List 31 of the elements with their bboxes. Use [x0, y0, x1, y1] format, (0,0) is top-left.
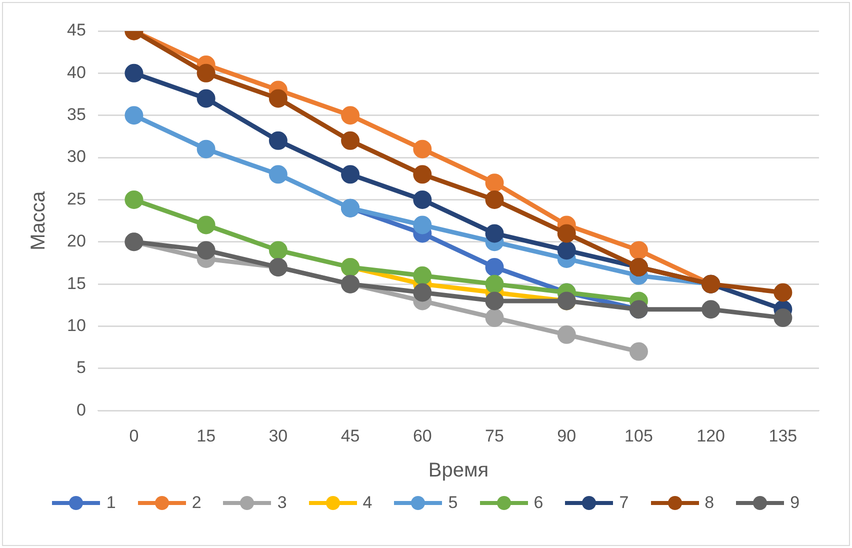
- x-tick-label: 0: [129, 426, 139, 446]
- x-tick-label: 15: [196, 426, 216, 446]
- legend-label: 2: [192, 493, 202, 513]
- y-tick-label: 25: [66, 189, 86, 208]
- x-tick-label: 105: [624, 426, 653, 446]
- y-tick-label: 35: [66, 105, 86, 124]
- y-axis-title: Масса: [28, 190, 50, 250]
- x-tick-label: 45: [340, 426, 360, 446]
- y-tick-label: 45: [66, 20, 86, 40]
- y-tick-label: 20: [66, 232, 86, 251]
- x-tick-label: 90: [557, 426, 576, 446]
- legend-label: 8: [704, 493, 714, 513]
- y-tick-label: 5: [76, 358, 86, 378]
- legend-label: 3: [277, 493, 287, 513]
- x-tick-label: 60: [412, 426, 432, 446]
- y-tick-label: 0: [76, 400, 86, 420]
- y-tick-label: 15: [66, 274, 86, 293]
- legend-label: 9: [790, 493, 800, 513]
- x-tick-label: 30: [268, 426, 288, 446]
- x-tick-label: 135: [768, 426, 798, 446]
- y-tick-label: 30: [66, 147, 86, 166]
- legend-label: 1: [106, 493, 116, 513]
- legend-label: 5: [448, 493, 458, 513]
- x-tick-label: 120: [696, 426, 726, 446]
- x-tick-label: 75: [485, 426, 504, 446]
- x-axis-title: Время: [428, 460, 489, 482]
- y-tick-label: 10: [66, 316, 86, 335]
- legend-label: 4: [362, 493, 372, 513]
- legend-label: 7: [619, 493, 629, 513]
- legend-label: 6: [534, 493, 544, 513]
- y-tick-label: 40: [66, 62, 86, 82]
